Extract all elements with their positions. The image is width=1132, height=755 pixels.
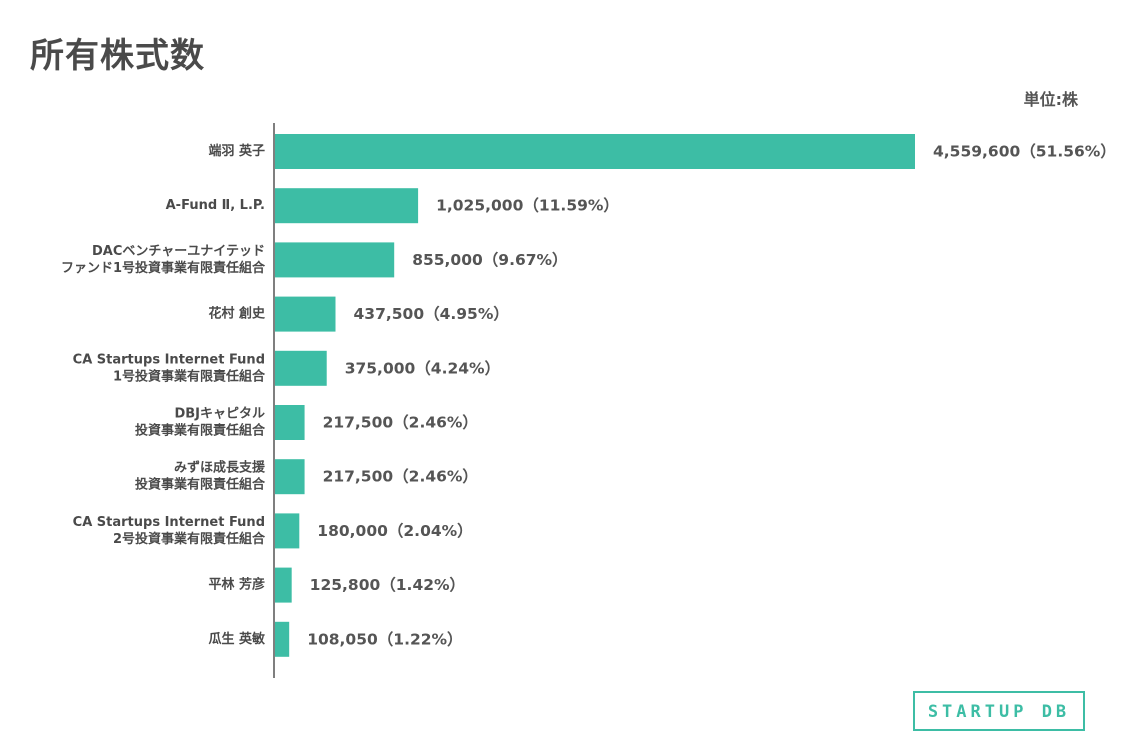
category-label: 2号投資事業有限責任組合 xyxy=(113,531,266,547)
logo-text: STARTUP DB xyxy=(927,702,1071,722)
bar xyxy=(275,188,419,224)
value-label: 125,800（1.42%） xyxy=(310,576,465,594)
category-label: 投資事業有限責任組合 xyxy=(135,423,266,439)
category-label: 端羽 英子 xyxy=(208,143,265,159)
value-label: 437,500（4.95%） xyxy=(354,305,509,323)
category-label: 投資事業有限責任組合 xyxy=(135,477,266,493)
category-label: DBJキャピタル xyxy=(174,407,265,422)
page-title: 所有株式数 xyxy=(30,36,205,76)
category-label: みずほ成長支援 xyxy=(174,460,266,476)
category-label: 花村 創史 xyxy=(208,306,266,322)
bar xyxy=(275,459,305,495)
category-label: 平林 芳彦 xyxy=(208,577,265,593)
value-label: 375,000（4.24%） xyxy=(345,359,500,377)
bar xyxy=(275,296,336,332)
value-label: 4,559,600（51.56%） xyxy=(933,143,1116,161)
category-label: 瓜生 英敏 xyxy=(208,631,266,647)
bar xyxy=(275,242,395,278)
bar xyxy=(275,567,292,603)
unit-label: 単位:株 xyxy=(1023,90,1078,109)
category-label: CA Startups Internet Fund xyxy=(73,515,265,530)
bar xyxy=(275,405,305,440)
logo-frame-gap xyxy=(1054,727,1063,729)
bar xyxy=(275,513,300,549)
value-label: 108,050（1.22%） xyxy=(307,630,462,648)
value-label: 217,500（2.46%） xyxy=(323,414,478,432)
bar xyxy=(275,350,327,386)
bar xyxy=(275,134,915,169)
value-label: 855,000（9.67%） xyxy=(412,251,567,269)
category-label: CA Startups Internet Fund xyxy=(73,352,265,367)
value-label: 217,500（2.46%） xyxy=(323,468,478,486)
category-label: 1号投資事業有限責任組合 xyxy=(113,368,266,384)
startup-db-logo: STARTUP DB xyxy=(913,691,1085,731)
category-label: A-Fund Ⅱ, L.P. xyxy=(166,198,265,213)
value-label: 180,000（2.04%） xyxy=(317,522,472,540)
value-label: 1,025,000（11.59%） xyxy=(436,197,619,215)
category-label: DACベンチャーユナイテッド xyxy=(92,244,265,259)
bar xyxy=(275,621,290,657)
category-label: ファンド1号投資事業有限責任組合 xyxy=(61,260,266,276)
